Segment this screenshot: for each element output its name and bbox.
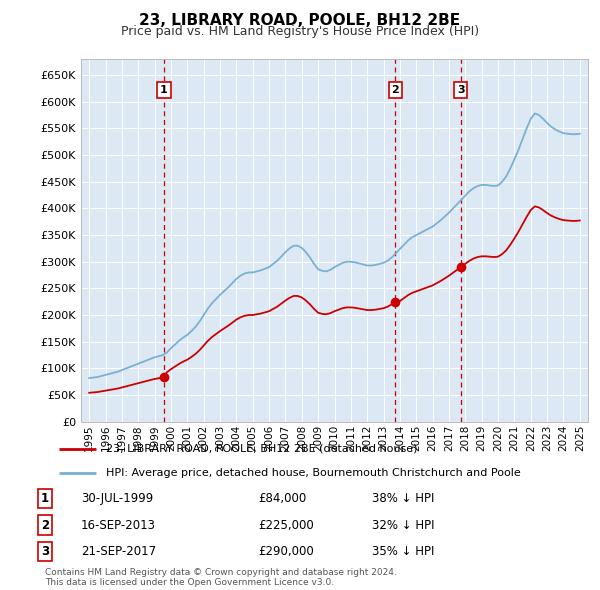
- Text: 2: 2: [391, 85, 399, 95]
- Text: 23, LIBRARY ROAD, POOLE, BH12 2BE (detached house): 23, LIBRARY ROAD, POOLE, BH12 2BE (detac…: [106, 444, 418, 454]
- Text: 32% ↓ HPI: 32% ↓ HPI: [372, 519, 434, 532]
- Text: 1: 1: [41, 492, 49, 505]
- Text: 30-JUL-1999: 30-JUL-1999: [81, 492, 153, 505]
- Text: 16-SEP-2013: 16-SEP-2013: [81, 519, 156, 532]
- Text: Price paid vs. HM Land Registry's House Price Index (HPI): Price paid vs. HM Land Registry's House …: [121, 25, 479, 38]
- Text: 21-SEP-2017: 21-SEP-2017: [81, 545, 156, 558]
- Text: 23, LIBRARY ROAD, POOLE, BH12 2BE: 23, LIBRARY ROAD, POOLE, BH12 2BE: [139, 13, 461, 28]
- Text: 35% ↓ HPI: 35% ↓ HPI: [372, 545, 434, 558]
- Text: 2: 2: [41, 519, 49, 532]
- Text: 1: 1: [160, 85, 168, 95]
- Text: HPI: Average price, detached house, Bournemouth Christchurch and Poole: HPI: Average price, detached house, Bour…: [106, 468, 521, 478]
- Text: 3: 3: [41, 545, 49, 558]
- Text: This data is licensed under the Open Government Licence v3.0.: This data is licensed under the Open Gov…: [45, 578, 334, 587]
- Text: Contains HM Land Registry data © Crown copyright and database right 2024.: Contains HM Land Registry data © Crown c…: [45, 568, 397, 577]
- Text: 38% ↓ HPI: 38% ↓ HPI: [372, 492, 434, 505]
- Text: £290,000: £290,000: [258, 545, 314, 558]
- Text: £84,000: £84,000: [258, 492, 306, 505]
- Text: 3: 3: [457, 85, 464, 95]
- Text: £225,000: £225,000: [258, 519, 314, 532]
